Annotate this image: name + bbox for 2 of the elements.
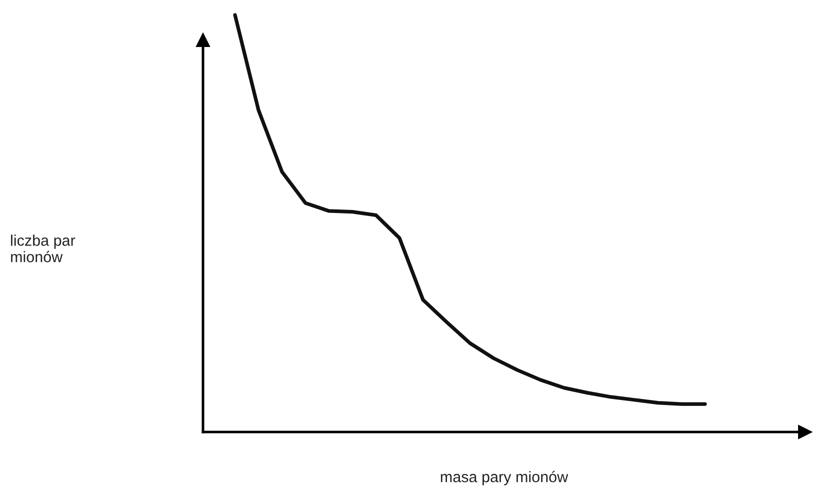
x-axis-title: masa pary mionów [440, 470, 568, 486]
text: liczba par mionów [11, 234, 76, 262]
